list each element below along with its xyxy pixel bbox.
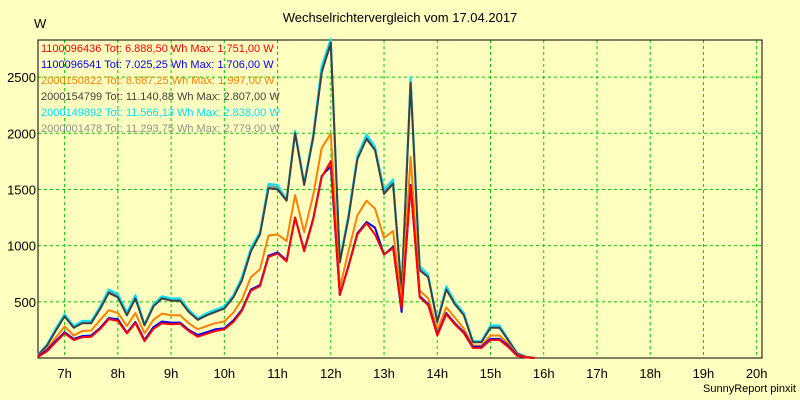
x-tick-label: 12h: [320, 366, 342, 381]
x-tick-label: 18h: [639, 366, 661, 381]
x-tick-label: 9h: [164, 366, 178, 381]
x-tick-label: 10h: [213, 366, 235, 381]
x-tick-label: 14h: [426, 366, 448, 381]
x-tick-label: 17h: [586, 366, 608, 381]
chart-title: Wechselrichtervergleich vom 17.04.2017: [282, 10, 518, 25]
y-tick-label: 500: [14, 295, 36, 310]
x-tick-label: 16h: [533, 366, 555, 381]
y-tick-label: 2000: [7, 126, 36, 141]
plot-border: [37, 39, 763, 359]
x-tick-label: 20h: [746, 366, 768, 381]
legend-entry-2000154799: 2000154799 Tot: 11.140,88 Wh Max: 2.807,…: [41, 91, 280, 103]
footer-credit: SunnyReport pinxit: [703, 383, 796, 395]
x-tick-label: 11h: [267, 366, 288, 381]
x-tick-label: 13h: [373, 366, 395, 381]
y-tick-label: 1000: [7, 239, 36, 254]
grid: [38, 40, 762, 358]
legend-entry-1100096436: 1100096436 Tot: 6.888,50 Wh Max: 1.751,0…: [41, 43, 274, 55]
axes: 7h 8h 9h 10h 11h 12h 13h 14h 15h 16h 17h 18h 19h 20h 5…: [7, 39, 768, 381]
series-line-1100096436: [37, 160, 535, 359]
x-tick-label: 15h: [480, 366, 502, 381]
x-tick-label: 19h: [693, 366, 715, 381]
x-tick-label: 8h: [111, 366, 125, 381]
series-line-2000154799: [37, 41, 535, 359]
legend: 1100096436 Tot: 6.888,50 Wh Max: 1.751,0…: [41, 43, 280, 135]
y-tick-label: 1500: [7, 182, 36, 197]
legend-entry-1100096541: 1100096541 Tot: 7.025,25 Wh Max: 1.706,0…: [41, 59, 274, 71]
y-tick-label: 2500: [7, 70, 36, 85]
legend-entry-2000149892: 2000149892 Tot: 11.566,13 Wh Max: 2.838,…: [41, 107, 280, 119]
series-line-2000150822: [37, 132, 535, 359]
x-tick-label: 7h: [57, 366, 71, 381]
legend-entry-2000150822: 2000150822 Tot: 8.687,25 Wh Max: 1.997,0…: [41, 75, 275, 87]
series-lines: [37, 38, 535, 359]
legend-entry-2000001478: 2000001478 Tot: 11.293,75 Wh Max: 2.779,…: [41, 123, 280, 135]
y-axis-unit-label: W: [34, 16, 47, 31]
